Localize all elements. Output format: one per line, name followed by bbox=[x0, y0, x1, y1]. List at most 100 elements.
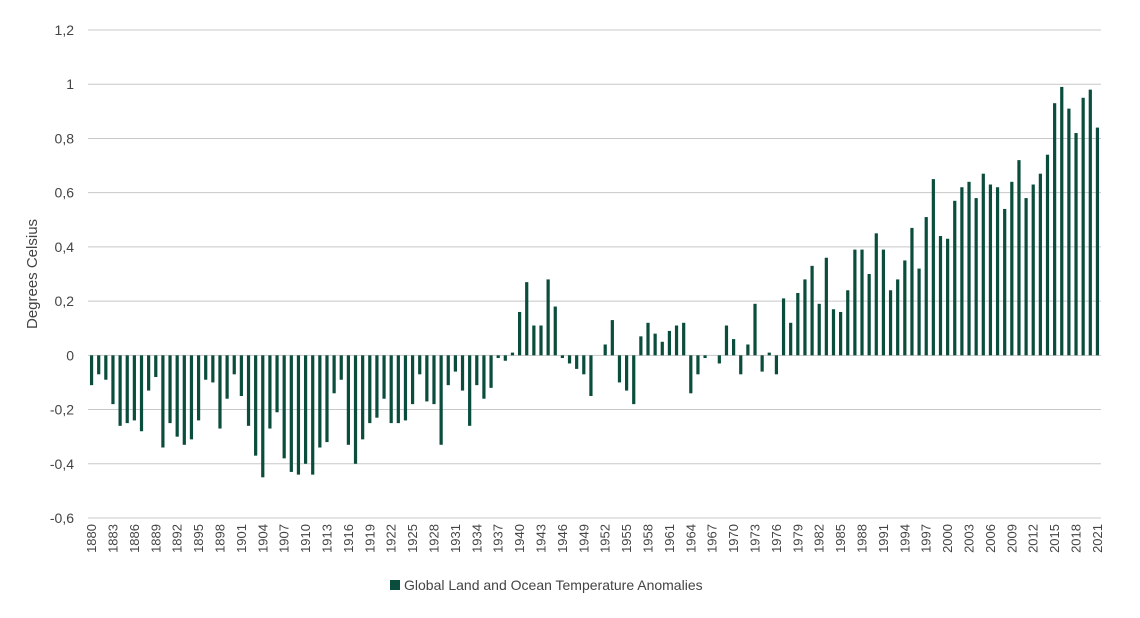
x-tick-label: 1949 bbox=[576, 524, 591, 553]
bar-2009 bbox=[1010, 182, 1013, 356]
bar-1925 bbox=[411, 355, 414, 404]
bar-1881 bbox=[97, 355, 100, 374]
bar-1968 bbox=[718, 355, 721, 363]
bar-1954 bbox=[618, 355, 621, 382]
x-tick-label: 1919 bbox=[362, 524, 377, 553]
x-tick-label: 2000 bbox=[940, 524, 955, 553]
bar-1981 bbox=[810, 266, 813, 355]
bar-1986 bbox=[846, 290, 849, 355]
bar-1887 bbox=[140, 355, 143, 431]
x-tick-label: 1955 bbox=[619, 524, 634, 553]
y-axis-title: Degrees Celsius bbox=[24, 219, 41, 329]
bar-2013 bbox=[1039, 174, 1042, 356]
x-tick-label: 1967 bbox=[705, 524, 720, 553]
bar-2015 bbox=[1053, 103, 1056, 355]
bar-1899 bbox=[226, 355, 229, 398]
bar-1953 bbox=[611, 320, 614, 355]
bar-1894 bbox=[190, 355, 193, 439]
bar-1927 bbox=[425, 355, 428, 401]
x-tick-label: 1928 bbox=[426, 524, 441, 553]
y-tick-label: 1 bbox=[66, 76, 74, 92]
bar-1931 bbox=[454, 355, 457, 371]
bar-1941 bbox=[525, 282, 528, 355]
x-tick-label: 1940 bbox=[512, 524, 527, 553]
x-tick-label: 1898 bbox=[212, 524, 227, 553]
bar-1897 bbox=[211, 355, 214, 382]
bar-1977 bbox=[782, 298, 785, 355]
x-tick-label: 1988 bbox=[855, 524, 870, 553]
bar-1902 bbox=[247, 355, 250, 425]
x-tick-label: 2015 bbox=[1047, 524, 1062, 553]
bar-1960 bbox=[661, 342, 664, 356]
bar-2001 bbox=[953, 201, 956, 356]
bar-1880 bbox=[90, 355, 93, 385]
x-tick-label: 1943 bbox=[534, 524, 549, 553]
bar-1895 bbox=[197, 355, 200, 420]
bar-1971 bbox=[739, 355, 742, 374]
x-tick-label: 1979 bbox=[790, 524, 805, 553]
bar-1910 bbox=[304, 355, 307, 463]
bar-1916 bbox=[347, 355, 350, 444]
bar-1944 bbox=[547, 279, 550, 355]
bar-1943 bbox=[539, 326, 542, 356]
bar-1992 bbox=[889, 290, 892, 355]
bar-1924 bbox=[404, 355, 407, 420]
x-tick-label: 1958 bbox=[641, 524, 656, 553]
x-tick-label: 1883 bbox=[105, 524, 120, 553]
x-tick-label: 1961 bbox=[662, 524, 677, 553]
bar-1949 bbox=[582, 355, 585, 374]
bar-1988 bbox=[860, 250, 863, 356]
bar-1972 bbox=[746, 344, 749, 355]
bar-1893 bbox=[183, 355, 186, 444]
x-tick-label: 2021 bbox=[1090, 524, 1105, 553]
bar-1901 bbox=[240, 355, 243, 396]
bar-1976 bbox=[775, 355, 778, 374]
bar-2019 bbox=[1082, 98, 1085, 356]
bar-1932 bbox=[461, 355, 464, 390]
bar-1928 bbox=[432, 355, 435, 404]
y-tick-label: 0,8 bbox=[55, 130, 75, 146]
x-tick-label: 1994 bbox=[897, 524, 912, 553]
y-tick-label: 0,2 bbox=[55, 293, 75, 309]
bar-1942 bbox=[532, 326, 535, 356]
bar-1923 bbox=[397, 355, 400, 423]
bar-1882 bbox=[104, 355, 107, 379]
bar-1904 bbox=[261, 355, 264, 477]
bar-1975 bbox=[768, 353, 771, 356]
y-tick-label: 1,2 bbox=[55, 22, 75, 38]
bar-1995 bbox=[910, 228, 913, 355]
bar-1903 bbox=[254, 355, 257, 455]
bar-1884 bbox=[119, 355, 122, 425]
bar-2005 bbox=[982, 174, 985, 356]
bar-1970 bbox=[732, 339, 735, 355]
bar-1955 bbox=[625, 355, 628, 390]
bar-1973 bbox=[753, 304, 756, 356]
bar-1958 bbox=[646, 323, 649, 356]
bar-2002 bbox=[960, 187, 963, 355]
bar-2003 bbox=[967, 182, 970, 356]
bar-1912 bbox=[318, 355, 321, 447]
bar-1929 bbox=[440, 355, 443, 444]
x-tick-label: 1931 bbox=[448, 524, 463, 553]
y-tick-label: 0 bbox=[66, 347, 74, 363]
bar-1919 bbox=[368, 355, 371, 423]
bar-1946 bbox=[561, 355, 564, 358]
bar-1900 bbox=[233, 355, 236, 374]
x-tick-label: 2018 bbox=[1069, 524, 1084, 553]
x-tick-label: 1946 bbox=[555, 524, 570, 553]
bar-1915 bbox=[340, 355, 343, 379]
bar-1961 bbox=[668, 331, 671, 355]
bar-1957 bbox=[639, 336, 642, 355]
bar-1891 bbox=[168, 355, 171, 423]
bar-1948 bbox=[575, 355, 578, 369]
bar-1892 bbox=[176, 355, 179, 436]
bar-2000 bbox=[946, 239, 949, 356]
x-tick-label: 1901 bbox=[234, 524, 249, 553]
x-tick-label: 1985 bbox=[833, 524, 848, 553]
x-tick-label: 2003 bbox=[962, 524, 977, 553]
bar-1920 bbox=[375, 355, 378, 417]
bar-1936 bbox=[489, 355, 492, 388]
x-tick-label: 1937 bbox=[491, 524, 506, 553]
bar-1997 bbox=[925, 217, 928, 355]
